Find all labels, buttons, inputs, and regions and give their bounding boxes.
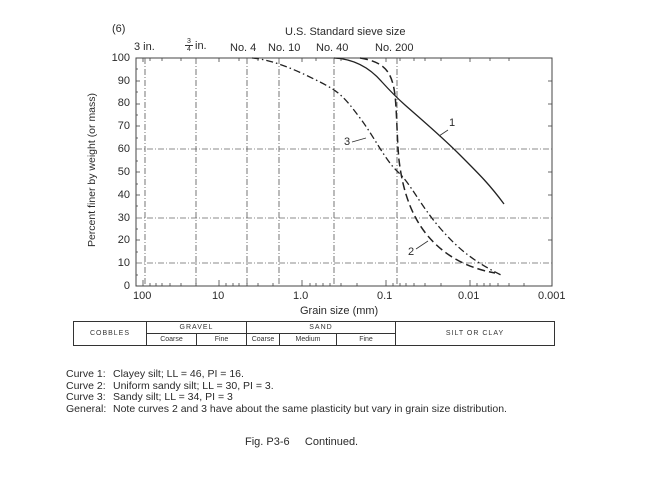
note-curve-3: Curve 3: Sandy silt; LL = 34, PI = 3 [66,391,233,403]
curve-1-label: 1 [449,117,456,129]
y-tick: 0 [123,280,130,292]
y-axis-ticks [136,68,552,276]
fraction-denominator: 4 [185,45,193,53]
curve-3 [251,57,504,277]
sieve-reference-lines [144,58,398,286]
gravel-cell: GRAVEL [146,321,247,334]
y-tick: 60 [117,143,130,155]
x-axis-label: Grain size (mm) [300,305,379,317]
curve-2-leader [415,240,429,250]
sand-fine-cell: Fine [336,333,396,346]
sand-medium-cell: Medium [279,333,337,346]
panel-label: (6) [112,23,126,35]
curve-1 [333,57,505,205]
y-tick: 20 [117,234,130,246]
y-tick: 50 [117,166,130,178]
y-tick: 100 [111,52,130,64]
cobbles-cell: COBBLES [73,321,147,346]
sand-cell: SAND [246,321,396,334]
note-curve-2: Curve 2: Uniform sandy silt; LL = 30, PI … [66,379,274,392]
x-tick: 10 [212,290,225,302]
curve-3-label: 3 [344,136,351,148]
sieve-label-3in: 3 in. [134,41,155,53]
curve-2 [359,57,496,274]
sieve-label-no4: No. 4 [230,42,257,54]
gravel-coarse-cell: Coarse [146,333,197,346]
y-tick: 70 [117,120,130,132]
x-tick: 100 [133,290,152,302]
sieve-label-no40: No. 40 [316,42,349,54]
soil-classification-table: COBBLES GRAVEL SAND SILT OR CLAY Coarse … [73,321,555,346]
x-tick: 0.1 [377,290,393,302]
sieve-label-no200: No. 200 [375,42,414,54]
y-tick: 80 [117,97,130,109]
sand-coarse-cell: Coarse [246,333,280,346]
y-tick: 30 [117,212,130,224]
y-tick: 90 [117,75,130,87]
y-tick: 40 [117,189,130,201]
x-tick: 1.0 [293,290,309,302]
x-tick: 0.01 [458,290,480,302]
fraction-numerator: 3 [187,38,191,45]
curve-3-leader [351,137,367,143]
sieve-label-no10: No. 10 [268,42,301,54]
plot-frame [135,57,553,287]
horizontal-reference-lines [136,148,552,264]
gravel-fine-cell: Fine [196,333,247,346]
sieve-label-3-4in-fraction: 3 4 [185,38,193,53]
grain-size-chart [135,57,553,287]
x-tick: 0.001 [538,290,566,302]
note-general: General: Note curves 2 and 3 have about t… [66,402,507,415]
figure-caption: Fig. P3-6 Continued. [245,436,359,448]
note-curve-1: Curve 1: Clayey silt; LL = 46, PI = 16. [66,368,244,380]
curve-notes: Curve 1: Clayey silt; LL = 46, PI = 16. C… [66,368,507,415]
x-axis-ticks [142,58,525,286]
top-axis-title: U.S. Standard sieve size [285,26,406,38]
y-tick: 10 [117,257,130,269]
sieve-label-3-4in-unit: in. [195,40,207,52]
silt-clay-cell: SILT OR CLAY [395,321,555,346]
curve-2-label: 2 [408,246,415,258]
curve-1-leader [438,129,449,137]
